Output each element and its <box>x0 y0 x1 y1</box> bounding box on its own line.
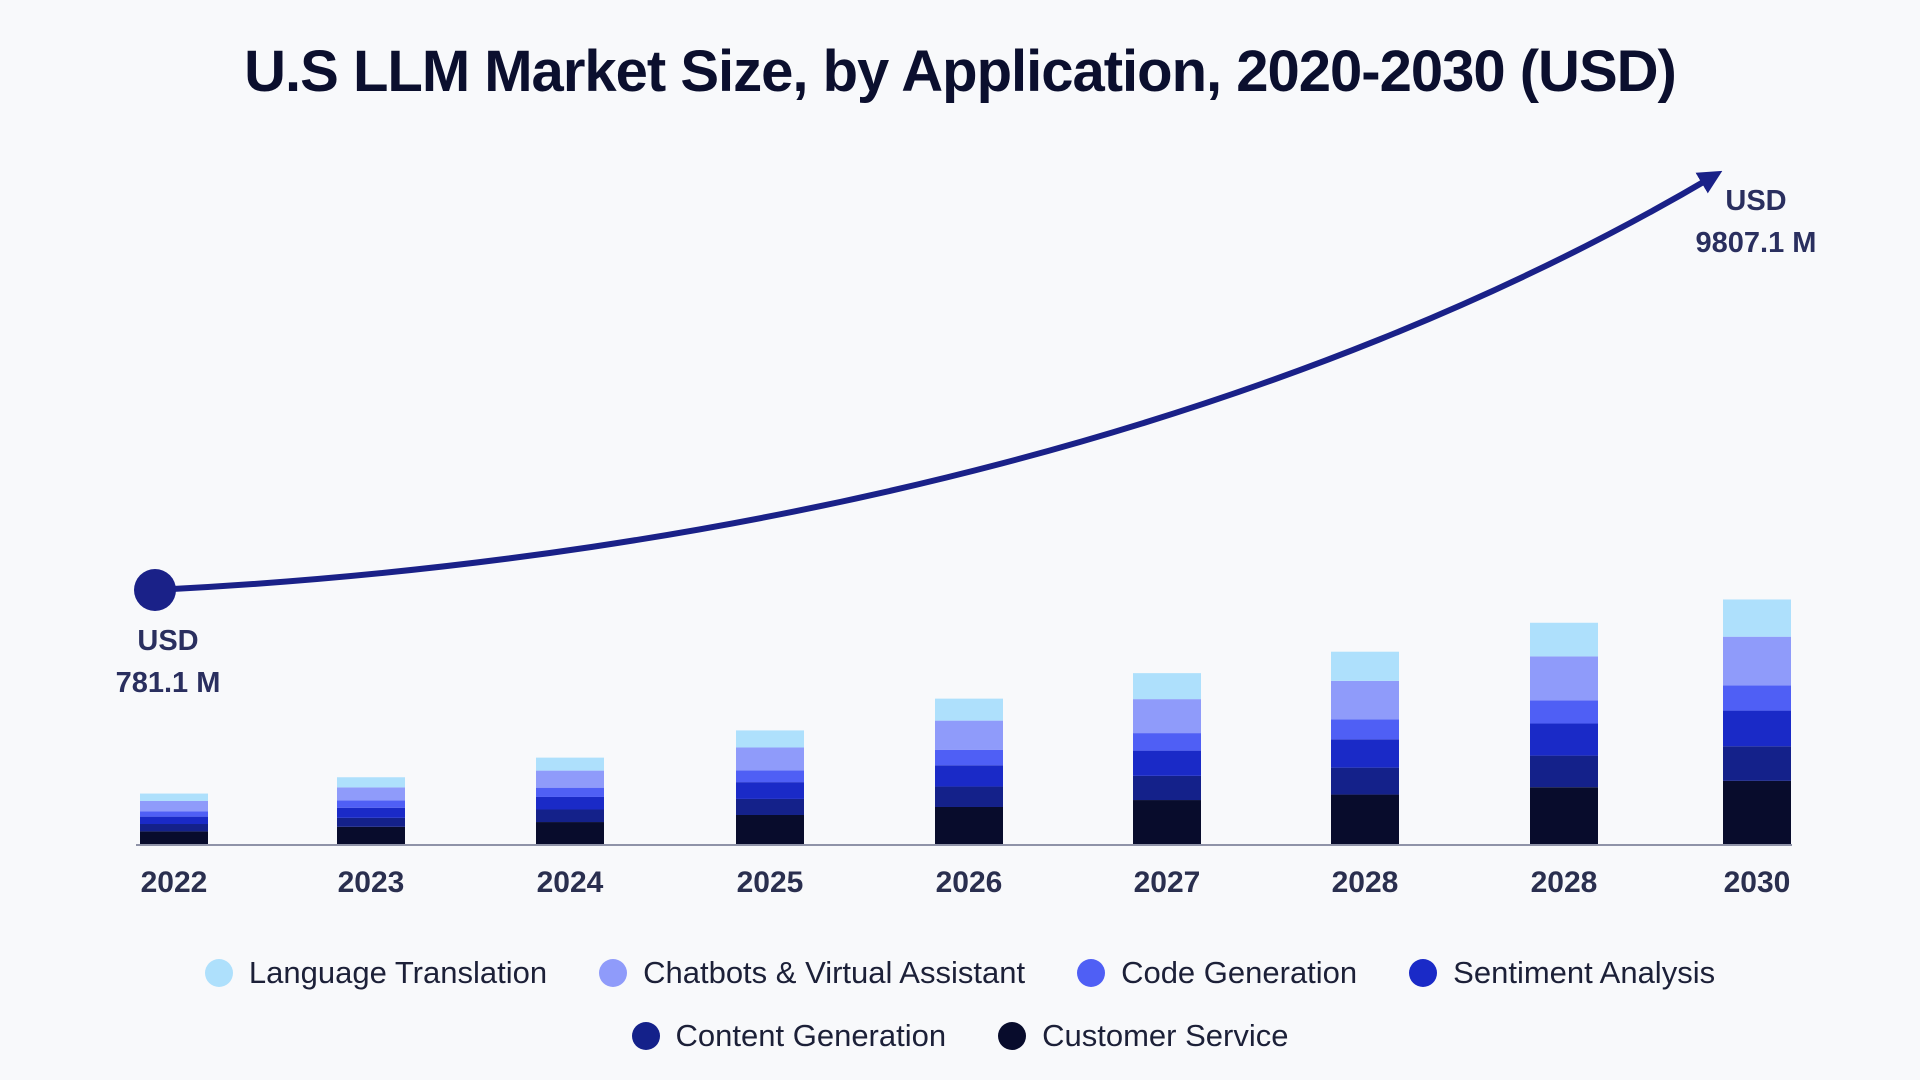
legend-item-language-translation: Language Translation <box>204 955 548 991</box>
bar-segment-language-translation-2022 <box>140 793 208 801</box>
bar-segment-sentiment-analysis-2024 <box>536 796 604 810</box>
bar-segment-language-translation-2025 <box>736 730 804 748</box>
legend-swatch <box>998 1022 1027 1050</box>
legend-label: Sentiment Analysis <box>1453 955 1716 990</box>
x-tick-label: 2028 <box>1332 866 1399 899</box>
legend-label: Chatbots & Virtual Assistant <box>643 955 1026 990</box>
bar-segment-language-translation-2028 <box>1530 622 1598 657</box>
bar-segment-customer-service-2027 <box>1133 800 1201 845</box>
legend-row-2: Content Generation Customer Service <box>0 1018 1920 1054</box>
legend-label: Content Generation <box>675 1018 947 1053</box>
start-value-annotation-line-2: 781.1 M <box>116 667 221 699</box>
x-tick-label: 2028 <box>1531 866 1598 899</box>
bar-segment-code-generation-2024 <box>536 787 604 797</box>
x-tick-label: 2024 <box>537 866 604 899</box>
end-value-annotation-line-1: USD <box>1725 185 1786 217</box>
bar-segment-content-generation-2024 <box>536 809 604 823</box>
legend-swatch <box>1409 959 1438 987</box>
trend-arrow <box>154 170 1723 593</box>
x-tick-label: 2023 <box>338 866 405 899</box>
annotations-layer: USD 781.1 M USD 9807.1 M <box>116 185 1817 699</box>
start-value-annotation-line-1: USD <box>137 625 198 657</box>
bar-segment-content-generation-2030 <box>1723 746 1791 781</box>
x-tick-label: 2026 <box>936 866 1003 899</box>
bar-segment-content-generation-2027 <box>1133 775 1201 801</box>
legend-swatch <box>1077 959 1106 987</box>
legend-item-customer-service: Customer Service <box>998 1018 1288 1054</box>
bar-segment-chatbots-virtual-assistant-2025 <box>736 747 804 771</box>
bar-segment-code-generation-2030 <box>1723 685 1791 711</box>
bar-segment-language-translation-2024 <box>536 757 604 771</box>
bar-segment-customer-service-2028 <box>1530 787 1598 845</box>
bar-segment-content-generation-2028 <box>1331 767 1399 795</box>
bar-segment-chatbots-virtual-assistant-2026 <box>935 720 1003 750</box>
bar-segment-language-translation-2027 <box>1133 673 1201 700</box>
bar-segment-chatbots-virtual-assistant-2023 <box>337 787 405 801</box>
bar-segment-sentiment-analysis-2025 <box>736 782 804 799</box>
bar-segment-chatbots-virtual-assistant-2028 <box>1331 680 1399 720</box>
bar-segment-content-generation-2028 <box>1530 755 1598 788</box>
bar-segment-code-generation-2023 <box>337 800 405 808</box>
bar-segment-code-generation-2025 <box>736 770 804 783</box>
bar-segment-sentiment-analysis-2022 <box>140 816 208 825</box>
bar-segment-content-generation-2022 <box>140 824 208 832</box>
bar-segment-content-generation-2023 <box>337 817 405 827</box>
legend-label: Customer Service <box>1042 1018 1289 1053</box>
bar-segment-chatbots-virtual-assistant-2024 <box>536 770 604 788</box>
bar-segment-code-generation-2028 <box>1530 700 1598 724</box>
bar-segment-customer-service-2022 <box>140 831 208 845</box>
legend-swatch <box>204 959 233 987</box>
legend-label: Code Generation <box>1121 955 1358 990</box>
bar-segment-customer-service-2030 <box>1723 780 1791 845</box>
bar-segment-chatbots-virtual-assistant-2030 <box>1723 636 1791 686</box>
x-tick-label: 2022 <box>141 866 208 899</box>
bar-segment-content-generation-2025 <box>736 798 804 815</box>
bar-segment-chatbots-virtual-assistant-2022 <box>140 800 208 812</box>
bar-segment-sentiment-analysis-2027 <box>1133 750 1201 776</box>
x-tick-label: 2027 <box>1134 866 1201 899</box>
bar-segment-sentiment-analysis-2026 <box>935 765 1003 787</box>
bars-layer <box>140 599 1791 845</box>
bar-segment-language-translation-2023 <box>337 777 405 788</box>
bar-segment-language-translation-2026 <box>935 698 1003 721</box>
bar-segment-customer-service-2024 <box>536 822 604 845</box>
bar-segment-content-generation-2026 <box>935 786 1003 807</box>
x-tick-label: 2030 <box>1724 866 1791 899</box>
bar-segment-code-generation-2022 <box>140 811 208 817</box>
chart-title: U.S LLM Market Size, by Application, 202… <box>244 39 1677 104</box>
trend-start-dot <box>134 569 176 611</box>
bar-segment-language-translation-2030 <box>1723 599 1791 637</box>
legend-swatch <box>599 959 628 987</box>
legend-item-chatbots-virtual-assistant: Chatbots & Virtual Assistant <box>599 955 1025 991</box>
x-tick-label: 2025 <box>737 866 804 899</box>
end-value-annotation-line-2: 9807.1 M <box>1696 227 1817 259</box>
legend-swatch <box>631 1022 660 1050</box>
legend-row-1: Language Translation Chatbots & Virtual A… <box>0 955 1920 991</box>
bar-segment-code-generation-2026 <box>935 749 1003 766</box>
bar-segment-code-generation-2027 <box>1133 733 1201 751</box>
bar-segment-code-generation-2028 <box>1331 719 1399 740</box>
x-tick-labels: 2022 2023 2024 2025 2026 2027 2028 2028 2030 <box>141 866 1791 899</box>
bar-segment-customer-service-2025 <box>736 814 804 845</box>
bar-segment-customer-service-2028 <box>1331 794 1399 845</box>
legend-item-content-generation: Content Generation <box>631 1018 947 1054</box>
legend-label: Language Translation <box>248 955 548 990</box>
bar-segment-customer-service-2023 <box>337 826 405 845</box>
bar-segment-customer-service-2026 <box>935 806 1003 845</box>
bar-segment-language-translation-2028 <box>1331 651 1399 681</box>
bar-segment-sentiment-analysis-2028 <box>1530 723 1598 756</box>
bar-segment-sentiment-analysis-2030 <box>1723 710 1791 747</box>
bar-segment-sentiment-analysis-2028 <box>1331 739 1399 768</box>
bar-segment-chatbots-virtual-assistant-2028 <box>1530 656 1598 701</box>
legend-item-code-generation: Code Generation <box>1077 955 1357 991</box>
bar-segment-chatbots-virtual-assistant-2027 <box>1133 699 1201 734</box>
legend-item-sentiment-analysis: Sentiment Analysis <box>1409 955 1715 991</box>
bar-segment-sentiment-analysis-2023 <box>337 807 405 818</box>
